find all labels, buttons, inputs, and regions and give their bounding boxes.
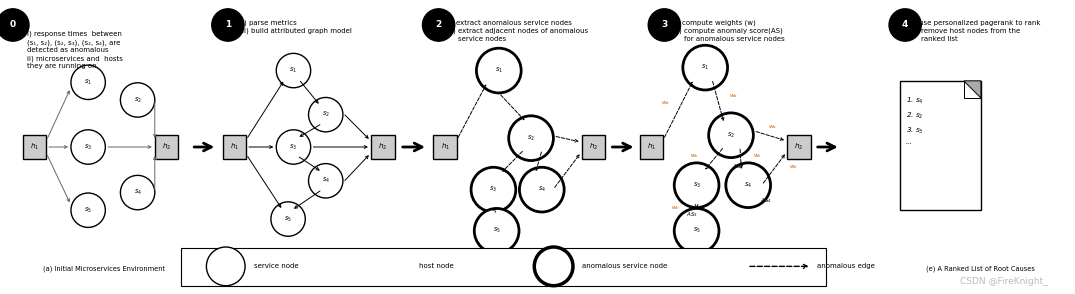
- Text: $s_3$: $s_3$: [489, 185, 498, 194]
- Text: $s_4$: $s_4$: [538, 185, 546, 194]
- Text: (b) Attributed Graph (G): (b) Attributed Graph (G): [267, 265, 346, 272]
- Text: i) compute weights (w)
ii) compute anomaly score(AS)
    for anomalous service n: i) compute weights (w) ii) compute anoma…: [675, 19, 785, 42]
- Ellipse shape: [120, 175, 155, 210]
- Text: $w_a$: $w_a$: [729, 92, 737, 99]
- FancyBboxPatch shape: [181, 248, 826, 286]
- Polygon shape: [963, 81, 981, 98]
- Ellipse shape: [422, 9, 455, 41]
- Ellipse shape: [508, 116, 554, 161]
- Text: $s_5$: $s_5$: [692, 226, 701, 235]
- Text: host node: host node: [419, 263, 454, 269]
- Ellipse shape: [71, 193, 105, 228]
- FancyBboxPatch shape: [787, 135, 811, 159]
- Ellipse shape: [309, 97, 343, 132]
- Text: service node: service node: [254, 263, 299, 269]
- Text: i) extract anomalous service nodes
ii) extract adjacent nodes of anomalous
    s: i) extract anomalous service nodes ii) e…: [449, 19, 588, 42]
- Text: $h_2$: $h_2$: [162, 142, 171, 152]
- FancyBboxPatch shape: [371, 135, 395, 159]
- FancyBboxPatch shape: [223, 135, 246, 159]
- Text: $h_1$: $h_1$: [647, 142, 656, 152]
- Text: $s_4$: $s_4$: [321, 176, 330, 186]
- Text: $h_2$: $h_2$: [794, 142, 803, 152]
- FancyBboxPatch shape: [582, 135, 605, 159]
- FancyBboxPatch shape: [901, 81, 981, 210]
- Text: (e) A Ranked List of Root Causes: (e) A Ranked List of Root Causes: [926, 265, 1035, 272]
- Ellipse shape: [271, 202, 305, 236]
- Ellipse shape: [0, 9, 29, 41]
- Text: 0: 0: [10, 21, 16, 29]
- Ellipse shape: [474, 208, 519, 253]
- Text: i) use personalized pagerank to rank
ii) remove host nodes from the
    ranked l: i) use personalized pagerank to rank ii)…: [912, 19, 1041, 42]
- Text: $s_3$: $s_3$: [84, 142, 92, 152]
- Text: anomalous service node: anomalous service node: [582, 263, 666, 269]
- FancyBboxPatch shape: [155, 135, 178, 159]
- Text: $h_2$: $h_2$: [589, 142, 598, 152]
- Text: $w_a$: $w_a$: [661, 99, 671, 107]
- Text: $w_k$: $w_k$: [789, 163, 799, 171]
- Ellipse shape: [648, 9, 680, 41]
- Text: i) response times  between
(s₁, s₂), (s₂, s₃), (s₂, s₄), are
detected as anomalo: i) response times between (s₁, s₂), (s₂,…: [27, 31, 123, 69]
- Text: $s_3$: $s_3$: [692, 181, 701, 190]
- FancyBboxPatch shape: [640, 135, 663, 159]
- Text: $h_1$: $h_1$: [30, 142, 39, 152]
- Ellipse shape: [71, 65, 105, 100]
- Text: $s_2$: $s_2$: [727, 131, 735, 140]
- Text: (d) Weighted and Scored Anomalous Subgraph: (d) Weighted and Scored Anomalous Subgra…: [669, 265, 826, 272]
- Text: $AS_3$: $AS_3$: [686, 210, 698, 219]
- Text: $s_2$: $s_2$: [133, 95, 142, 105]
- Ellipse shape: [212, 9, 244, 41]
- Ellipse shape: [674, 208, 719, 253]
- Text: $s_1$: $s_1$: [494, 66, 503, 75]
- Text: $AS_2$: $AS_2$: [732, 162, 744, 171]
- Text: 1: 1: [225, 21, 231, 29]
- Ellipse shape: [889, 9, 921, 41]
- Text: CSDN @FireKnight_: CSDN @FireKnight_: [960, 277, 1048, 286]
- Text: $s_1$: $s_1$: [84, 78, 92, 87]
- Ellipse shape: [471, 167, 516, 212]
- Text: $h_1$: $h_1$: [441, 142, 449, 152]
- Text: $s_2$: $s_2$: [321, 110, 330, 119]
- Ellipse shape: [71, 130, 105, 164]
- Text: $AS_4$: $AS_4$: [760, 196, 772, 205]
- Text: $h_1$: $h_1$: [230, 142, 239, 152]
- Text: $w_a$: $w_a$: [768, 123, 777, 131]
- Ellipse shape: [276, 53, 311, 88]
- Ellipse shape: [476, 48, 521, 93]
- Text: $w_n$: $w_n$: [671, 204, 679, 212]
- Ellipse shape: [309, 163, 343, 198]
- Ellipse shape: [120, 83, 155, 117]
- Ellipse shape: [519, 167, 564, 212]
- Text: (c) Anomalous Subgraph (SG): (c) Anomalous Subgraph (SG): [475, 265, 574, 272]
- Ellipse shape: [206, 247, 245, 286]
- Ellipse shape: [674, 163, 719, 208]
- Text: $s_5$: $s_5$: [84, 206, 92, 215]
- FancyBboxPatch shape: [433, 135, 457, 159]
- Ellipse shape: [534, 247, 573, 286]
- Ellipse shape: [726, 163, 771, 208]
- Text: $s_5$: $s_5$: [492, 226, 501, 235]
- Text: $s_3$: $s_3$: [289, 142, 298, 152]
- Text: $s_1$: $s_1$: [701, 63, 710, 72]
- Text: 3: 3: [661, 21, 668, 29]
- Text: $w_k$: $w_k$: [754, 152, 762, 160]
- Ellipse shape: [683, 45, 728, 90]
- Text: (a) Initial Microservices Environment: (a) Initial Microservices Environment: [43, 265, 166, 272]
- Ellipse shape: [276, 130, 311, 164]
- Text: i) parse metrics
ii) build attributed graph model: i) parse metrics ii) build attributed gr…: [242, 19, 352, 34]
- Text: anomalous edge: anomalous edge: [817, 263, 875, 269]
- Text: $w_k$: $w_k$: [690, 152, 699, 160]
- Text: $s_5$: $s_5$: [284, 214, 292, 224]
- FancyBboxPatch shape: [383, 255, 413, 278]
- Text: 2: 2: [435, 21, 442, 29]
- Text: $s_1$: $s_1$: [289, 66, 298, 75]
- Text: $s_4$: $s_4$: [133, 188, 142, 197]
- FancyBboxPatch shape: [23, 135, 46, 159]
- Text: $s_2$: $s_2$: [527, 133, 535, 143]
- Text: 1. $s_4$
2. $s_2$
3. $s_3$
...: 1. $s_4$ 2. $s_2$ 3. $s_3$ ...: [905, 96, 923, 146]
- Text: $s_4$: $s_4$: [744, 181, 752, 190]
- Ellipse shape: [708, 113, 754, 158]
- Text: $h_2$: $h_2$: [378, 142, 387, 152]
- Text: 4: 4: [902, 21, 908, 29]
